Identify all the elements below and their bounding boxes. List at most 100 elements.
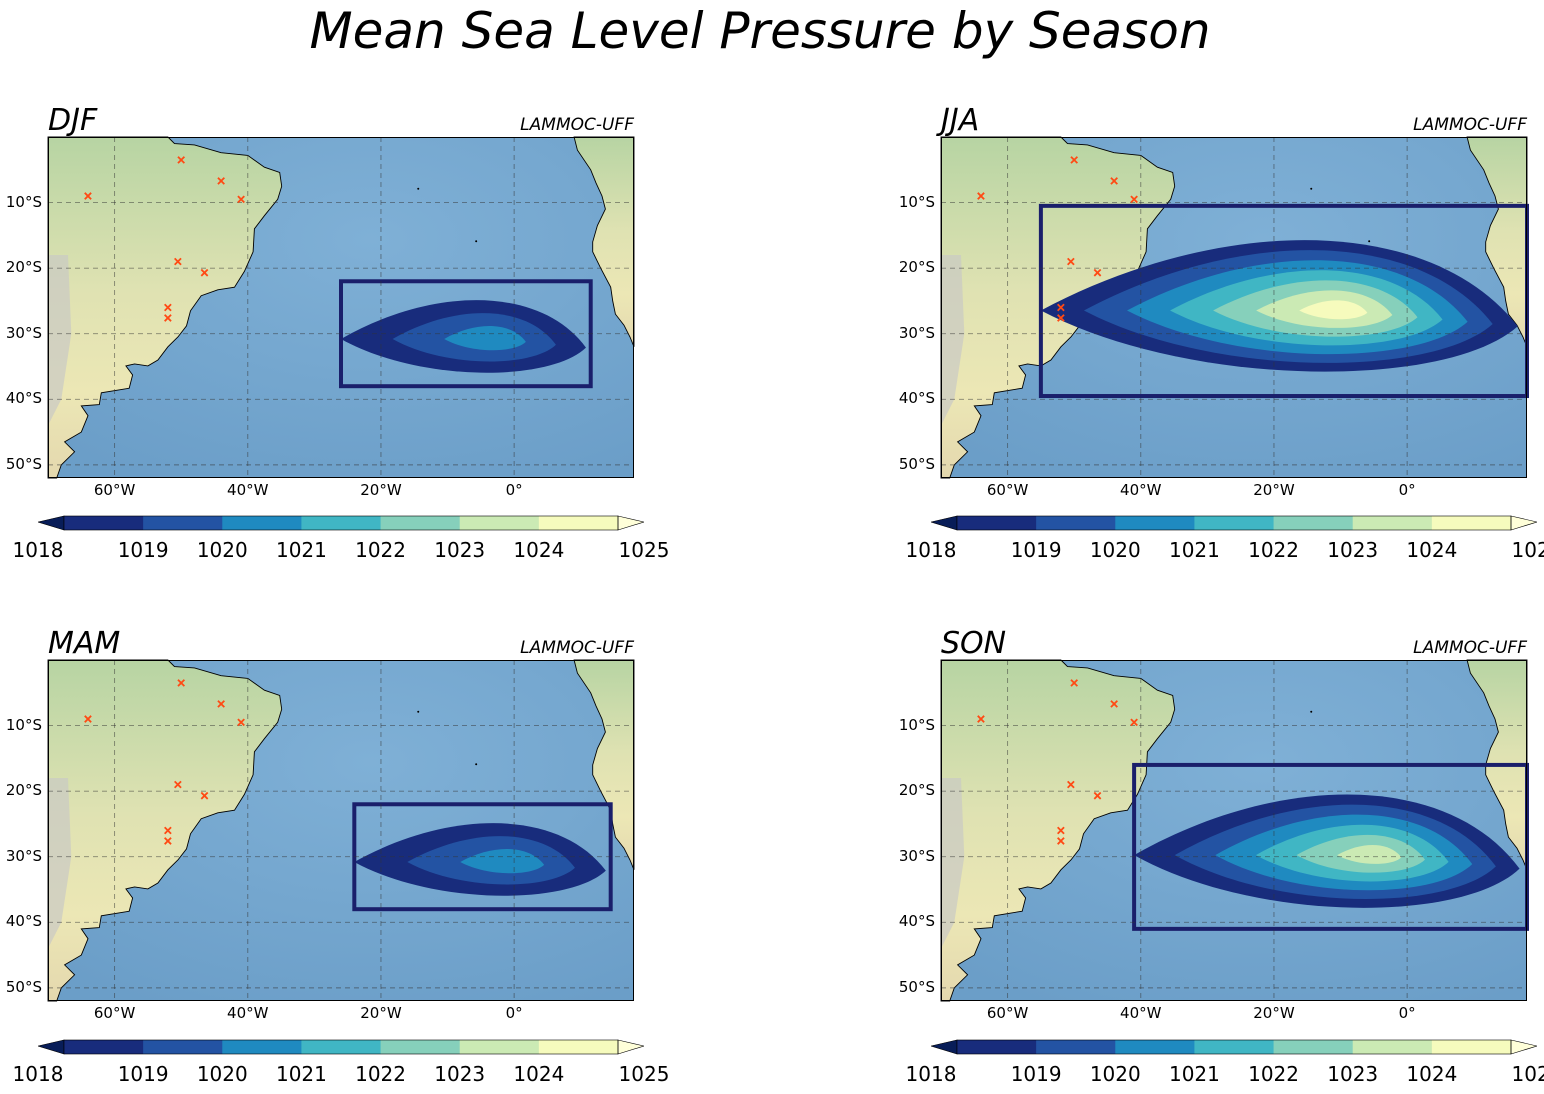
colorbar-extend-min <box>931 515 958 531</box>
longitude-tick-label: 60°W <box>986 481 1029 499</box>
latitude-tick-label: 10°S <box>5 192 42 211</box>
map-jja <box>940 136 1530 479</box>
colorbar-segment <box>1194 1040 1275 1054</box>
station-marker <box>217 700 225 708</box>
station-markers <box>84 156 245 322</box>
station-markers <box>84 679 245 845</box>
map-frame <box>48 660 634 1001</box>
station-marker <box>177 679 186 687</box>
station-marker <box>200 268 209 277</box>
colorbar <box>38 515 644 531</box>
station-marker <box>84 192 92 200</box>
latitude-tick-label: 30°S <box>898 323 935 342</box>
colorbar <box>38 1039 644 1055</box>
colorbar <box>931 515 1537 531</box>
colorbar-tick-label: 1024 <box>1406 1062 1458 1086</box>
panel-title-jja: JJA <box>941 103 980 138</box>
longitude-tick-label: 60°W <box>986 1004 1029 1022</box>
latitude-tick-label: 20°S <box>5 258 42 277</box>
station-marker <box>1130 718 1138 727</box>
colorbar-tick-label: 1020 <box>196 538 248 562</box>
longitude-tick-label: 40°W <box>227 481 269 499</box>
colorbar-segment <box>64 1040 144 1054</box>
colorbar-tick-label: 1022 <box>1248 1062 1300 1086</box>
latitude-tick-label: 40°S <box>898 912 935 931</box>
contour-level-1020 <box>444 326 526 351</box>
station-marker <box>1110 177 1118 185</box>
station-marker <box>164 303 172 312</box>
andes-relief <box>48 255 72 426</box>
colorbar-tick-label: 1018 <box>905 538 957 562</box>
latitude-tick-label: 30°S <box>5 323 42 342</box>
longitude-tick-label: 0° <box>1398 1004 1416 1022</box>
longitude-tick-label: 20°W <box>360 481 402 499</box>
colorbar-segment <box>1115 1040 1195 1054</box>
colorbar-segment <box>459 516 540 530</box>
colorbar-tick-label: 1021 <box>1168 1062 1220 1086</box>
station-marker <box>177 156 186 164</box>
pressure-contours <box>1134 794 1520 908</box>
colorbar-tick-label: 1023 <box>434 1062 486 1086</box>
station-marker <box>1057 303 1065 312</box>
gridlines <box>48 137 634 478</box>
latitude-tick-label: 30°S <box>5 846 42 865</box>
latitude-tick-label: 10°S <box>5 715 42 734</box>
colorbar-tick-label: 1023 <box>1327 1062 1379 1086</box>
station-marker <box>1093 268 1102 277</box>
south-america-land <box>47 136 283 479</box>
colorbar-segment <box>380 516 461 530</box>
colorbar-tick-label: 1019 <box>1010 1062 1062 1086</box>
contour-level-1020 <box>460 849 545 874</box>
ascension-island <box>417 187 420 190</box>
latitude-tick-label: 10°S <box>898 715 935 734</box>
station-marker <box>237 195 245 204</box>
colorbar-segment <box>1036 516 1116 530</box>
ascension-island <box>417 710 420 713</box>
station-marker <box>237 718 245 727</box>
credit-label: LAMMOC-UFF <box>1413 115 1527 135</box>
colorbar-segment <box>222 1040 302 1054</box>
latitude-tick-label: 40°S <box>5 389 42 408</box>
colorbar-extend-min <box>38 1039 65 1055</box>
colorbar-segment <box>1352 516 1433 530</box>
latitude-tick-label: 20°S <box>898 781 935 800</box>
colorbar-tick-label: 1020 <box>1089 538 1141 562</box>
credit-label: LAMMOC-UFF <box>1413 638 1527 658</box>
colorbar-segment <box>1431 1040 1512 1054</box>
colorbar-tick-label: 1024 <box>1406 538 1458 562</box>
colorbar-extend-max <box>1510 1039 1537 1055</box>
colorbar-segment <box>1273 1040 1354 1054</box>
station-marker <box>1070 679 1079 687</box>
south-america-land <box>47 659 283 1002</box>
station-marker <box>1057 826 1065 835</box>
longitude-tick-label: 20°W <box>1253 1004 1295 1022</box>
credit-label: LAMMOC-UFF <box>520 638 634 658</box>
colorbar-extend-max <box>1510 515 1537 531</box>
map-frame <box>941 137 1527 478</box>
colorbar-tick-label: 1025 <box>1511 538 1544 562</box>
map-frame <box>941 660 1527 1001</box>
station-marker <box>1110 700 1118 708</box>
credit-label: LAMMOC-UFF <box>520 115 634 135</box>
colorbar-tick-label: 1019 <box>117 538 169 562</box>
pressure-contours <box>1040 240 1518 372</box>
station-markers <box>977 679 1138 845</box>
longitude-tick-label: 40°W <box>1120 1004 1162 1022</box>
south-america-land <box>940 659 1176 1002</box>
figure-title: Mean Sea Level Pressure by Season <box>309 2 1211 60</box>
latitude-tick-label: 20°S <box>898 258 935 277</box>
pressure-contours <box>341 300 586 373</box>
colorbar-segment <box>1431 516 1512 530</box>
colorbar-segment <box>538 516 619 530</box>
panel-title-mam: MAM <box>48 626 121 661</box>
africa-land <box>1466 136 1528 347</box>
andes-relief <box>941 255 965 426</box>
colorbar-tick-label: 1025 <box>618 538 670 562</box>
ascension-island <box>1310 710 1313 713</box>
station-marker <box>174 257 182 266</box>
station-marker <box>164 837 172 845</box>
colorbar-segment <box>143 1040 223 1054</box>
colorbar-tick-label: 1020 <box>1089 1062 1141 1086</box>
colorbar-extend-min <box>931 1039 958 1055</box>
gridlines <box>941 137 1527 478</box>
